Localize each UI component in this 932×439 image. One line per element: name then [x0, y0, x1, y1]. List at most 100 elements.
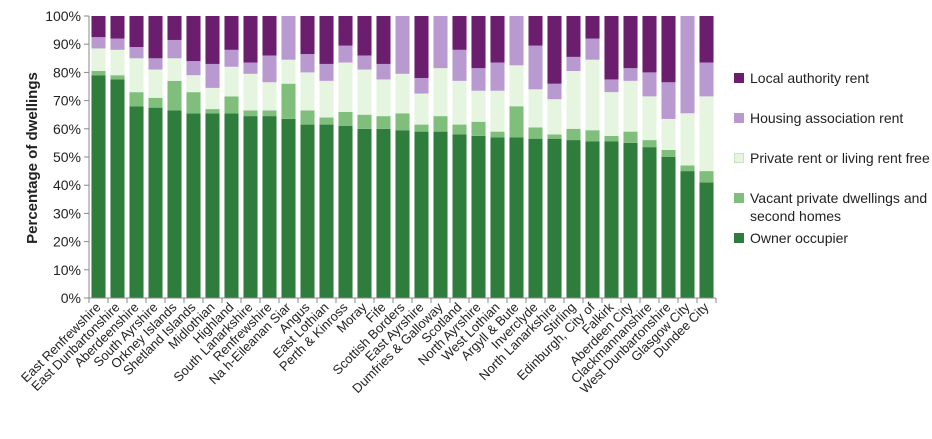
- bar-segment-2: [509, 106, 524, 138]
- bar-segment-2: [395, 113, 410, 131]
- bar-segment-1: [357, 128, 372, 298]
- bar-segment-1: [395, 130, 410, 298]
- y-tick-label: 50%: [53, 149, 81, 165]
- bar-segment-5: [243, 16, 258, 63]
- bar-segment-4: [205, 63, 220, 88]
- bar-segment-3: [148, 69, 163, 98]
- bar-segment-1: [129, 106, 144, 299]
- bar-segment-3: [471, 90, 486, 122]
- y-tick-label: 100%: [45, 8, 81, 24]
- bar-segment-4: [167, 39, 182, 59]
- bar-segment-1: [528, 138, 543, 298]
- bar-segment-2: [243, 110, 258, 117]
- bar-segment-4: [186, 61, 201, 76]
- bar-segment-1: [338, 125, 353, 298]
- legend-swatch: [734, 153, 744, 163]
- bar-segment-2: [623, 131, 638, 143]
- bar-segment-2: [680, 165, 695, 172]
- bar-segment-1: [148, 107, 163, 299]
- bar-segment-5: [661, 16, 676, 83]
- bar-segment-3: [319, 80, 334, 118]
- bar-segment-4: [452, 49, 467, 81]
- bar-segment-5: [623, 16, 638, 69]
- bar-segment-5: [699, 16, 714, 63]
- legend-label: Private rent or living rent free: [750, 150, 930, 166]
- bar-segment-3: [528, 89, 543, 128]
- bar-segment-2: [262, 110, 277, 117]
- bar-segment-4: [433, 16, 448, 69]
- bar-segment-3: [281, 59, 296, 84]
- bar-segment-4: [357, 55, 372, 70]
- y-axis: 0% 10% 20% 30% 40% 50% 60% 70% 80% 90% 100%: [45, 8, 90, 306]
- bar-segment-3: [490, 90, 505, 132]
- bar-segment-2: [167, 80, 182, 111]
- bar-segment-2: [148, 97, 163, 108]
- bar-segment-5: [604, 16, 619, 80]
- bar-segment-3: [300, 72, 315, 111]
- bar-segment-1: [205, 113, 220, 298]
- bar-segment-2: [186, 92, 201, 114]
- bar-segment-5: [490, 16, 505, 63]
- bar-segment-4: [699, 62, 714, 97]
- legend-label: Housing association rent: [750, 110, 904, 126]
- bar-segment-1: [680, 171, 695, 298]
- bar-segment-4: [642, 72, 657, 97]
- bar-segment-5: [110, 16, 125, 39]
- bar-segment-5: [338, 16, 353, 46]
- bar-segment-4: [300, 54, 315, 73]
- bar-segment-5: [376, 16, 391, 64]
- bar-segment-3: [642, 96, 657, 141]
- bar-segment-3: [661, 118, 676, 150]
- bar-segment-4: [224, 49, 239, 67]
- bar-segment-1: [110, 79, 125, 298]
- legend-label: Local authority rent: [750, 70, 870, 86]
- y-tick-label: 60%: [53, 121, 81, 137]
- bar-segment-1: [319, 124, 334, 298]
- bar-segment-4: [547, 83, 562, 100]
- bar-segment-2: [319, 117, 334, 125]
- bar-segment-3: [547, 99, 562, 135]
- bar-segment-2: [91, 70, 106, 76]
- bar-segment-5: [452, 16, 467, 50]
- bar-segment-1: [224, 113, 239, 298]
- bar-segment-3: [414, 93, 429, 125]
- bar-segment-2: [357, 114, 372, 129]
- bar-segment-5: [471, 16, 486, 69]
- bar-segment-3: [699, 96, 714, 172]
- y-tick-label: 0%: [61, 290, 81, 306]
- bar-segment-5: [319, 16, 334, 64]
- bar-segment-1: [167, 110, 182, 298]
- bar-segment-4: [471, 68, 486, 91]
- bar-segment-1: [433, 131, 448, 298]
- bar-segment-2: [528, 127, 543, 139]
- bar-segment-1: [186, 113, 201, 298]
- bar-segment-2: [338, 111, 353, 126]
- bar-segment-1: [243, 116, 258, 298]
- bar-segment-2: [414, 124, 429, 132]
- bar-segment-4: [281, 16, 296, 60]
- bar-segment-5: [300, 16, 315, 55]
- bar-segment-3: [224, 66, 239, 97]
- bar-segment-5: [186, 16, 201, 62]
- bar-segment-4: [623, 68, 638, 81]
- bar-segment-3: [509, 65, 524, 107]
- bar-segment-2: [376, 116, 391, 129]
- bar-segment-2: [433, 116, 448, 132]
- bar-segment-3: [452, 80, 467, 125]
- bar-segment-5: [528, 16, 543, 46]
- bar-segment-3: [395, 73, 410, 114]
- bar-segment-4: [319, 63, 334, 81]
- bar-segment-2: [224, 96, 239, 114]
- bar-segment-1: [262, 116, 277, 298]
- bar-segment-5: [642, 16, 657, 73]
- bar-segment-2: [281, 83, 296, 119]
- bar-segment-1: [509, 137, 524, 298]
- bar-segment-1: [623, 142, 638, 298]
- bar-segment-5: [585, 16, 600, 39]
- bar-segment-4: [604, 79, 619, 93]
- bar-segment-5: [566, 16, 581, 57]
- bar-segment-2: [452, 124, 467, 135]
- bar-segment-2: [205, 109, 220, 114]
